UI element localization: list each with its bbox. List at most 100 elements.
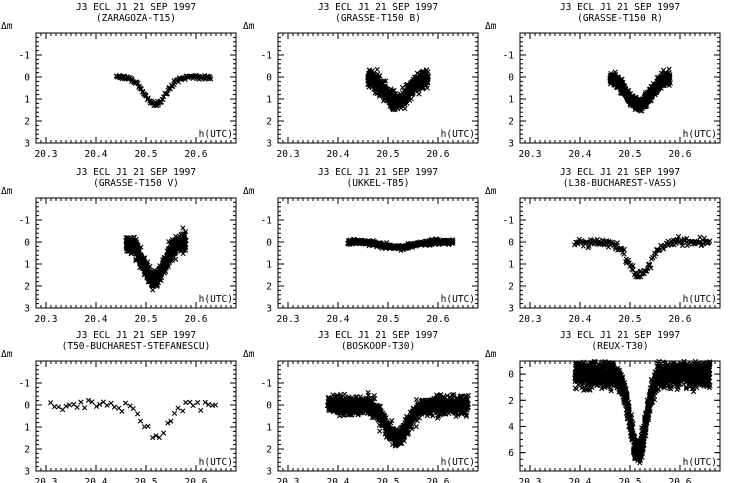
y-tick-label: 2 <box>24 282 30 293</box>
y-tick-label: 0 <box>24 73 30 84</box>
data-point <box>391 87 397 93</box>
x-tick-label: 20.3 <box>35 314 58 325</box>
chart-subtitle: (GRASSE-T150 B) <box>335 13 421 24</box>
data-point <box>81 405 88 411</box>
chart-subtitle: (T50-BUCHAREST-STEFANESCU) <box>62 341 211 352</box>
x-tick-label: 20.6 <box>669 149 692 160</box>
y-axis-label: Δm <box>1 21 13 32</box>
data-point <box>425 73 431 79</box>
data-point <box>134 411 141 417</box>
data-point <box>377 428 383 434</box>
x-tick-label: 20.4 <box>569 314 592 325</box>
data-point <box>145 423 151 429</box>
y-axis-label: Δm <box>1 349 13 360</box>
data-point <box>48 400 54 406</box>
y-tick-label: 1 <box>24 423 30 434</box>
data-point <box>190 402 196 409</box>
y-tick-label: 3 <box>266 304 272 315</box>
data-point <box>374 66 380 73</box>
data-point <box>408 96 414 102</box>
chart-subtitle: (BOSKOOP-T30) <box>341 341 415 352</box>
y-tick-label: 3 <box>266 139 272 150</box>
x-tick-label: 20.6 <box>427 149 450 160</box>
x-tick-label: 20.4 <box>85 477 108 483</box>
data-point <box>74 404 80 410</box>
y-tick-label: -1 <box>19 379 31 390</box>
data-point <box>137 418 144 424</box>
y-tick-label: -1 <box>19 51 31 62</box>
y-tick-label: 3 <box>24 304 30 315</box>
x-axis-label: h(UTC) <box>683 294 717 305</box>
x-tick-label: 20.4 <box>327 477 350 483</box>
y-tick-label: 1 <box>508 260 514 271</box>
data-point <box>402 106 408 112</box>
y-tick-label: -1 <box>261 51 273 62</box>
x-tick-label: 20.6 <box>185 149 208 160</box>
x-tick-label: 20.5 <box>135 314 158 325</box>
y-axis-label: Δm <box>243 349 255 360</box>
data-point <box>195 74 201 80</box>
y-tick-label: 0 <box>266 401 272 412</box>
data-point <box>425 80 431 86</box>
x-tick-label: 20.5 <box>135 477 158 483</box>
y-tick-label: 1 <box>24 95 30 106</box>
chart-title: J3 ECL J1 21 SEP 1997 <box>76 330 196 341</box>
x-tick-label: 20.6 <box>427 314 450 325</box>
x-axis-label: h(UTC) <box>199 457 233 468</box>
data-point <box>198 407 204 414</box>
data-point <box>78 399 84 405</box>
plot-frame <box>519 197 721 309</box>
chart-title: J3 ECL J1 21 SEP 1997 <box>76 2 196 13</box>
y-tick-label: 2 <box>266 282 272 293</box>
y-tick-label: 0 <box>508 73 514 84</box>
y-tick-label: 3 <box>24 139 30 150</box>
data-point <box>372 396 378 402</box>
y-tick-label: 1 <box>24 260 30 271</box>
chart-title: J3 ECL J1 21 SEP 1997 <box>318 330 438 341</box>
y-tick-label: 3 <box>24 467 30 478</box>
chart-panel-4: J3 ECL J1 21 SEP 1997(GRASSE-T150 V) Δm h(… <box>1 167 237 325</box>
x-tick-label: 20.6 <box>669 314 692 325</box>
y-tick-label: 0 <box>24 238 30 249</box>
y-tick-label: 2 <box>24 445 30 456</box>
y-tick-label: 2 <box>508 117 514 128</box>
chart-subtitle: (GRASSE-T150 V) <box>93 178 179 189</box>
y-tick-label: 2 <box>266 117 272 128</box>
chart-panel-7: J3 ECL J1 21 SEP 1997(T50-BUCHAREST-STEF… <box>1 330 237 483</box>
y-tick-label: 0 <box>266 238 272 249</box>
data-point <box>175 405 181 411</box>
chart-panel-5: J3 ECL J1 21 SEP 1997(UKKEL-T85) Δm h(UTC)… <box>243 167 479 325</box>
x-tick-label: 20.3 <box>35 477 58 483</box>
data-point <box>425 69 431 75</box>
data-point <box>150 287 156 293</box>
y-tick-label: 3 <box>508 304 514 315</box>
x-tick-label: 20.4 <box>85 149 108 160</box>
data-point <box>171 410 178 416</box>
chart-title: J3 ECL J1 21 SEP 1997 <box>560 2 680 13</box>
y-tick-label: 3 <box>266 467 272 478</box>
data-point <box>135 80 141 86</box>
x-tick-label: 20.6 <box>185 477 208 483</box>
data-point <box>138 86 144 92</box>
data-point <box>55 404 62 410</box>
chart-subtitle: (ZARAGOZA-T15) <box>96 13 176 24</box>
y-tick-label: 2 <box>24 117 30 128</box>
data-point <box>381 78 387 84</box>
y-tick-label: -1 <box>261 379 273 390</box>
y-tick-label: 0 <box>266 73 272 84</box>
data-point <box>342 391 348 397</box>
data-point <box>377 73 383 79</box>
data-point <box>161 430 167 436</box>
data-point <box>183 399 189 406</box>
x-axis-label: h(UTC) <box>441 294 475 305</box>
x-tick-label: 20.5 <box>135 149 158 160</box>
data-point <box>130 405 136 412</box>
y-axis-label: Δm <box>485 186 497 197</box>
x-axis-label: h(UTC) <box>441 457 475 468</box>
chart-panel-2: J3 ECL J1 21 SEP 1997(GRASSE-T150 B) Δm h(… <box>243 2 479 160</box>
y-tick-label: 1 <box>266 260 272 271</box>
y-tick-label: 2 <box>266 445 272 456</box>
chart-title: J3 ECL J1 21 SEP 1997 <box>560 167 680 178</box>
